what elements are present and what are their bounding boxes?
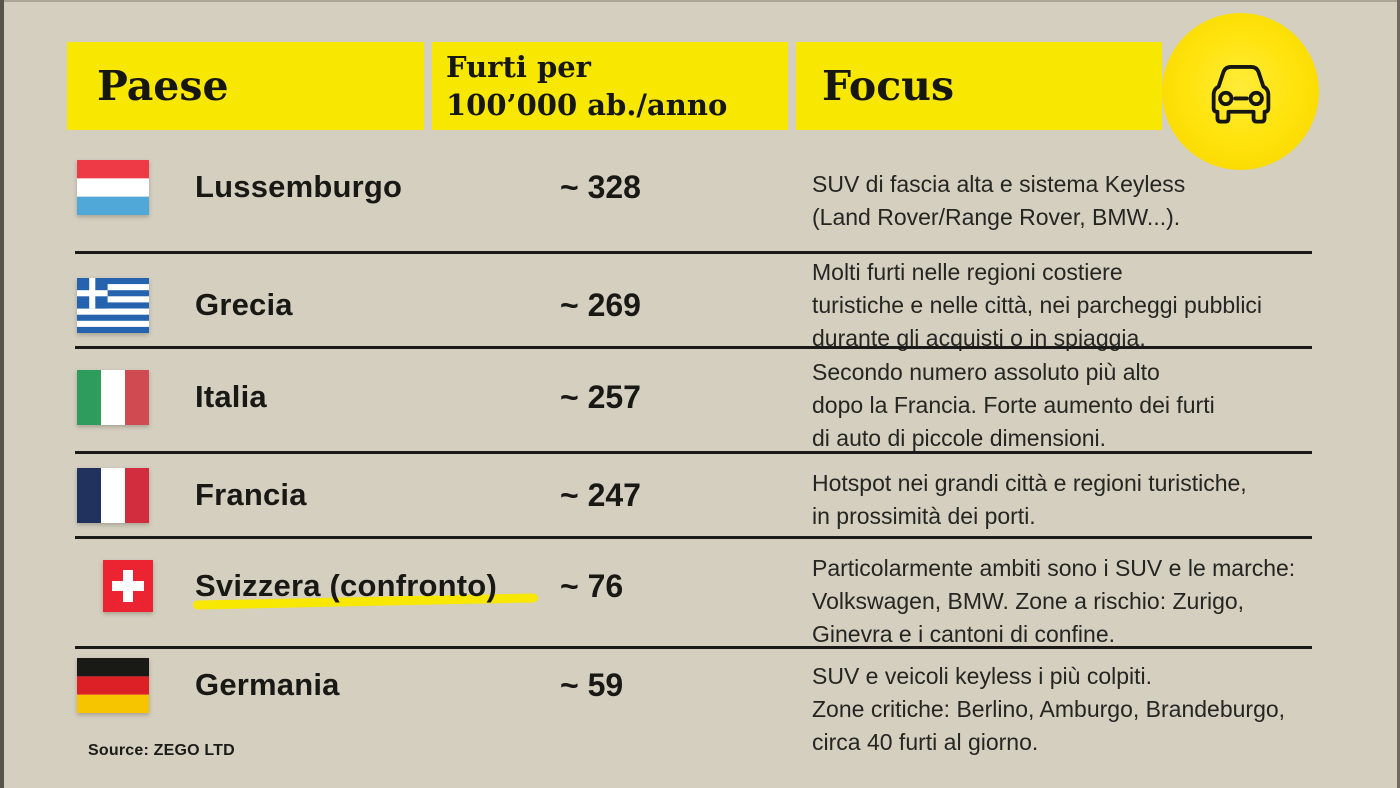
country-name: Francia — [195, 477, 307, 512]
luxembourg-flag — [77, 160, 149, 215]
country-name: Grecia — [195, 287, 293, 322]
table-row: Svizzera (confronto) ~ 76 Particolarment… — [0, 538, 1400, 648]
table-row: Francia ~ 247 Hotspot nei grandi città e… — [0, 453, 1400, 537]
header-furti: Furti per 100’000 ab./anno — [432, 42, 788, 130]
theft-rate-value: ~ 76 — [560, 568, 624, 604]
header-paese: Paese — [67, 42, 424, 130]
row-divider — [75, 346, 1312, 349]
header-furti-label: Furti per 100’000 ab./anno — [446, 50, 728, 122]
table-row: Grecia ~ 269 Molti furti nelle regioni c… — [0, 253, 1400, 351]
theft-rate-value: ~ 59 — [560, 667, 624, 703]
focus-text: Particolarmente ambiti sono i SUV e le m… — [812, 555, 1296, 647]
country-name: Italia — [195, 379, 267, 414]
theft-rate-value: ~ 269 — [560, 287, 641, 323]
table-row: Germania ~ 59 SUV e veicoli keyless i pi… — [0, 649, 1400, 764]
theft-rate-value: ~ 328 — [560, 169, 641, 205]
greece-flag — [77, 278, 149, 333]
theft-rate-value: ~ 247 — [560, 477, 641, 513]
focus-text: Secondo numero assoluto più alto dopo la… — [812, 359, 1215, 451]
car-front-icon — [1211, 64, 1270, 124]
header-focus: Focus — [796, 42, 1162, 130]
row-divider — [75, 251, 1312, 254]
country-name: Germania — [195, 667, 340, 702]
focus-text: Hotspot nei grandi città e regioni turis… — [812, 470, 1247, 529]
car-badge — [1162, 13, 1319, 170]
focus-text: SUV e veicoli keyless i più colpiti. Zon… — [812, 663, 1286, 755]
italy-flag — [77, 370, 149, 425]
row-divider — [75, 646, 1312, 649]
country-name: Lussemburgo — [195, 169, 403, 204]
theft-rate-value: ~ 257 — [560, 379, 641, 415]
source-note: Source: ZEGO LTD — [88, 742, 235, 759]
header-focus-label: Focus — [822, 62, 955, 110]
country-name: Svizzera (confronto) — [195, 568, 497, 603]
switzerland-flag — [103, 560, 153, 612]
row-divider — [75, 451, 1312, 454]
focus-text: SUV di fascia alta e sistema Keyless (La… — [812, 171, 1186, 230]
germany-flag — [77, 658, 149, 713]
header-paese-label: Paese — [97, 62, 229, 110]
france-flag — [77, 468, 149, 523]
table-row: Lussemburgo ~ 328 SUV di fascia alta e s… — [0, 152, 1400, 252]
row-divider — [75, 536, 1312, 539]
focus-text: Molti furti nelle regioni costiere turis… — [812, 259, 1263, 351]
table-row: Italia ~ 257 Secondo numero assoluto più… — [0, 348, 1400, 452]
